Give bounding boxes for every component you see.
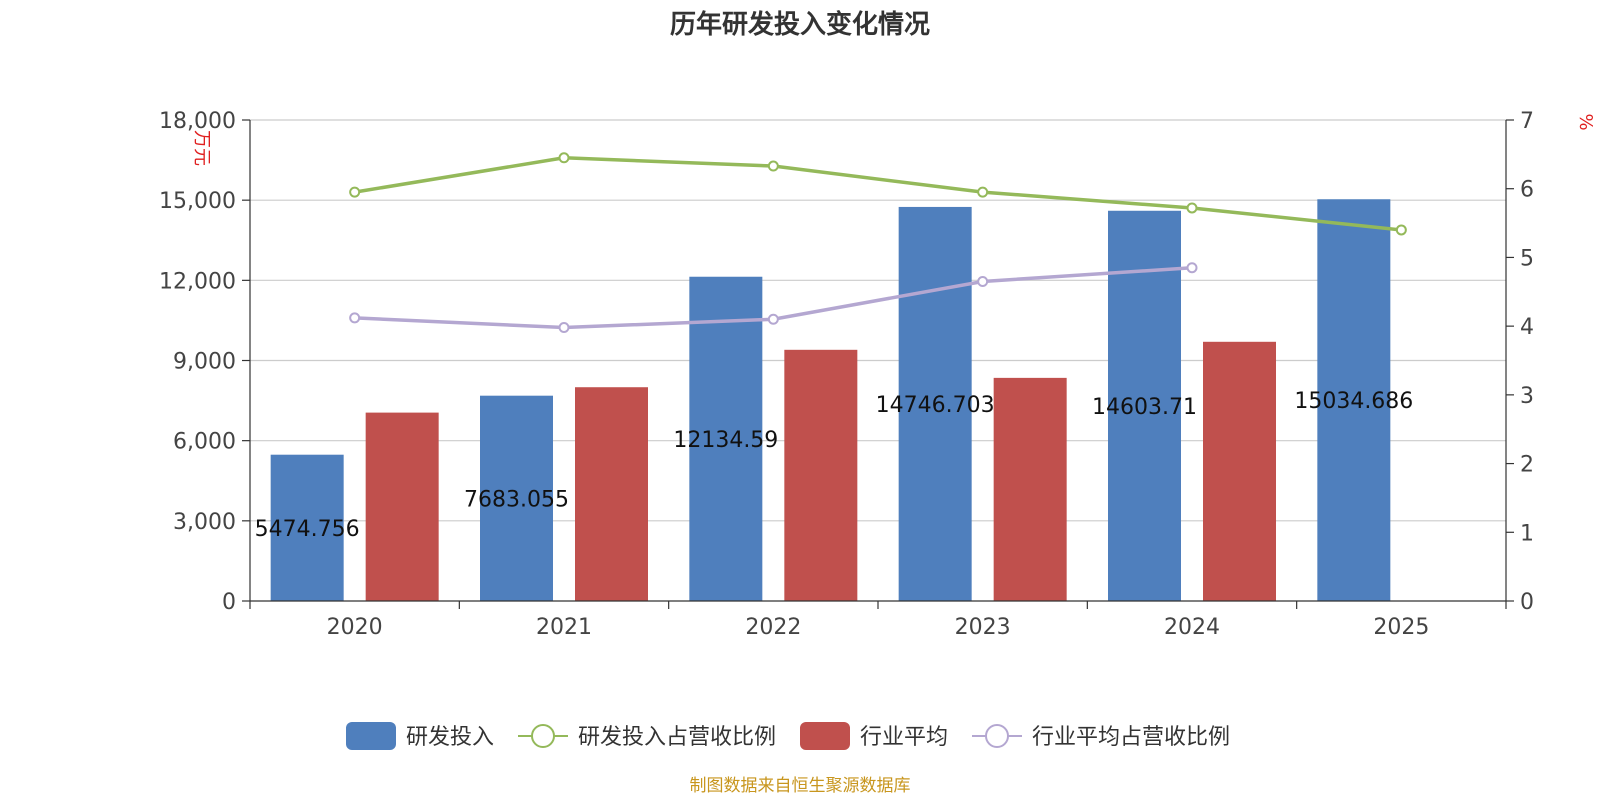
line-point <box>349 186 361 198</box>
bar <box>1203 341 1276 601</box>
grid-lines <box>250 119 1506 522</box>
bar-data-label: 5474.756 <box>255 517 360 542</box>
line-point <box>558 322 570 334</box>
right-tick-label: 6 <box>1520 178 1534 203</box>
data-labels: 5474.756 7683.055 12134.59 14746.703 14603.7… <box>255 389 1414 542</box>
bar <box>365 412 439 601</box>
right-tick-label: 0 <box>1520 590 1534 615</box>
bar-data-label: 15034.686 <box>1294 389 1413 414</box>
bar <box>784 349 858 601</box>
bar <box>575 387 648 601</box>
right-axis-unit: % <box>1575 113 1596 130</box>
right-tick-label: 2 <box>1520 453 1534 478</box>
legend-label: 研发投入 <box>406 725 494 750</box>
line-point <box>1186 202 1198 214</box>
bar <box>1108 210 1181 601</box>
right-tick-label: 5 <box>1520 246 1534 271</box>
bar <box>270 454 344 601</box>
right-tick-label: 3 <box>1520 384 1534 409</box>
legend-label: 研发投入占营收比例 <box>578 725 776 750</box>
x-tick-label: 2020 <box>327 615 383 640</box>
bar-data-label: 14603.71 <box>1092 395 1197 420</box>
legend-label: 行业平均 <box>860 725 948 750</box>
left-tick-label: 3,000 <box>173 510 236 535</box>
legend-marker <box>531 724 555 748</box>
bar <box>898 206 972 602</box>
line-point <box>1186 262 1198 274</box>
bar <box>689 276 763 601</box>
left-tick-label: 6,000 <box>173 430 236 455</box>
bar <box>1317 199 1391 601</box>
left-tick-label: 12,000 <box>159 269 236 294</box>
axes: 0 3,000 6,000 9,000 12,000 15,000 18,000 0 1 2 3 4 5… <box>159 109 1534 640</box>
bar-data-label: 12134.59 <box>673 428 778 453</box>
left-axis-unit: 万元 <box>191 130 212 166</box>
legend-swatch <box>346 722 396 750</box>
bar-data-label: 7683.055 <box>464 487 569 512</box>
line-point <box>558 152 570 164</box>
line-point <box>767 160 779 172</box>
line-series <box>349 152 1407 334</box>
line-point <box>1395 224 1407 236</box>
left-tick-label: 0 <box>222 590 236 615</box>
right-tick-label: 1 <box>1520 521 1534 546</box>
right-tick-label: 7 <box>1520 109 1534 134</box>
source-note: 制图数据来自恒生聚源数据库 <box>690 776 911 796</box>
line-point <box>977 275 989 287</box>
legend-label: 行业平均占营收比例 <box>1032 725 1230 750</box>
x-tick-label: 2023 <box>955 615 1011 640</box>
left-tick-label: 18,000 <box>159 109 236 134</box>
right-tick-label: 4 <box>1520 315 1534 340</box>
series-line <box>354 156 1402 232</box>
bar <box>480 395 553 601</box>
x-tick-label: 2024 <box>1164 615 1220 640</box>
x-tick-label: 2025 <box>1373 615 1429 640</box>
bars <box>270 199 1391 602</box>
line-point <box>767 313 779 325</box>
legend: 研发投入 研发投入占营收比例 行业平均 行业平均占营收比例 <box>346 722 1230 750</box>
x-tick-label: 2021 <box>536 615 592 640</box>
bar-data-label: 14746.703 <box>876 393 995 418</box>
left-tick-label: 9,000 <box>173 350 236 375</box>
legend-swatch <box>800 722 850 750</box>
bar <box>993 377 1067 601</box>
line-point <box>977 186 989 198</box>
left-tick-label: 15,000 <box>159 189 236 214</box>
line-point <box>349 312 361 324</box>
legend-marker <box>985 724 1009 748</box>
chart-title: 历年研发投入变化情况 <box>670 9 930 40</box>
x-tick-label: 2022 <box>745 615 801 640</box>
